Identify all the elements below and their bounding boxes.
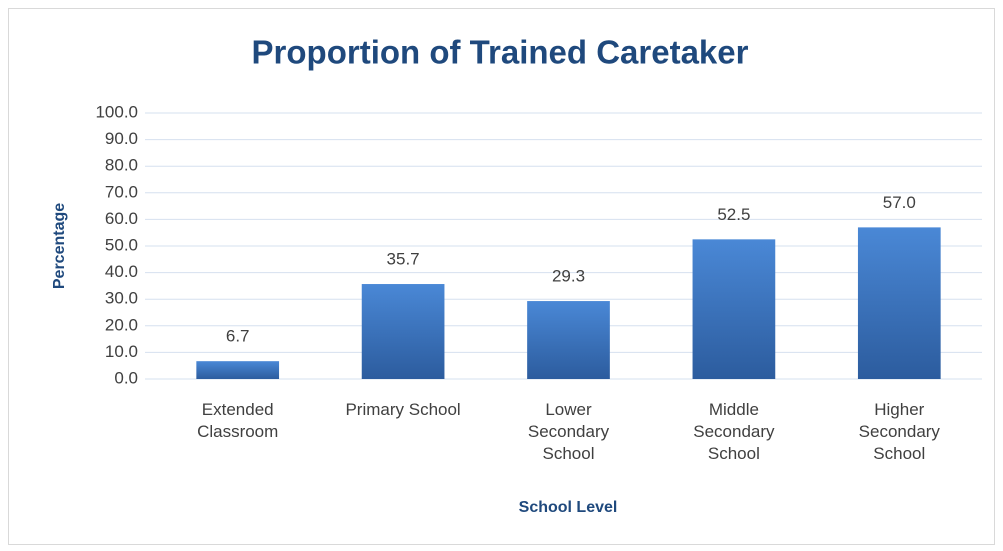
x-axis-title: School Level (519, 499, 618, 516)
y-tick-label: 70.0 (105, 182, 138, 201)
y-axis-title: Percentage (51, 203, 68, 289)
y-tick-label: 20.0 (105, 315, 138, 334)
data-label: 52.5 (717, 205, 750, 224)
y-tick-label: 10.0 (105, 342, 138, 361)
y-tick-label: 0.0 (114, 368, 138, 387)
data-label: 29.3 (552, 267, 585, 286)
data-label: 35.7 (387, 250, 420, 269)
x-tick-label: Lower Secondary School (527, 400, 610, 463)
data-label: 57.0 (883, 193, 916, 212)
bar (527, 301, 610, 379)
y-tick-label: 60.0 (105, 209, 138, 228)
chart-title: Proportion of Trained Caretaker (252, 34, 749, 71)
y-tick-label: 80.0 (105, 156, 138, 175)
y-tick-label: 30.0 (105, 289, 138, 308)
bar (196, 361, 280, 379)
x-tick-label: Primary School (345, 400, 461, 419)
bar (361, 284, 445, 379)
bar (857, 227, 941, 379)
y-tick-label: 100.0 (95, 102, 138, 121)
bar (692, 239, 776, 379)
y-tick-label: 50.0 (105, 235, 138, 254)
y-tick-label: 40.0 (105, 262, 138, 281)
x-tick-label: Middle Secondary School (693, 400, 775, 463)
y-tick-label: 90.0 (105, 129, 138, 148)
data-label: 6.7 (226, 327, 250, 346)
chart-border (8, 8, 995, 545)
x-tick-label: Extended Classroom (197, 400, 279, 441)
x-tick-label: Higher Secondary School (858, 400, 940, 463)
